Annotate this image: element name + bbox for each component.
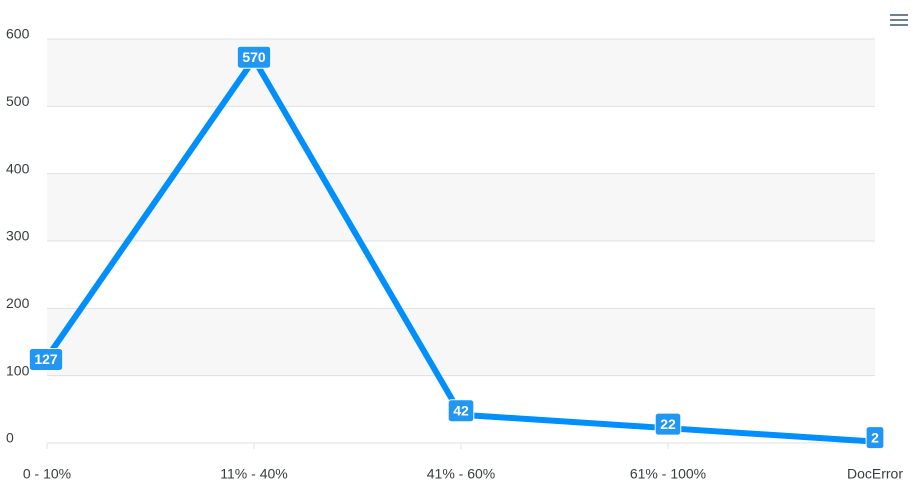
- band: [47, 39, 875, 107]
- data-label: 570: [236, 45, 272, 69]
- data-label-text: 570: [242, 49, 266, 65]
- data-label-box: [447, 399, 475, 423]
- y-tick-label: 300: [6, 228, 30, 244]
- data-label-box: [236, 45, 272, 69]
- data-label-box: [865, 426, 885, 450]
- menu-icon[interactable]: [890, 12, 908, 28]
- data-label: 2: [865, 426, 885, 450]
- y-tick-label: 400: [6, 160, 30, 176]
- x-tick-label: 41% - 60%: [427, 466, 495, 482]
- y-tick-label: 200: [6, 295, 30, 311]
- data-label-text: 2: [871, 429, 879, 445]
- data-label-text: 127: [34, 351, 58, 367]
- series-line: [44, 56, 876, 445]
- data-label-box: [28, 347, 64, 371]
- data-label-text: 22: [660, 416, 676, 432]
- band: [47, 308, 875, 376]
- band: [47, 173, 875, 241]
- y-tick-label: 500: [6, 93, 30, 109]
- plot-bands: [47, 39, 875, 376]
- data-label: 127: [28, 347, 64, 371]
- x-tick-label: DocError: [847, 466, 903, 482]
- y-tick-label: 0: [6, 430, 14, 446]
- y-tick-label: 100: [6, 362, 30, 378]
- x-tick-label: 11% - 40%: [220, 466, 287, 482]
- data-label: 22: [654, 412, 682, 436]
- x-tick-label: 0 - 10%: [23, 466, 71, 482]
- data-label-text: 42: [453, 402, 469, 418]
- data-label: 42: [447, 399, 475, 423]
- y-tick-label: 600: [6, 26, 30, 42]
- data-label-box: [654, 412, 682, 436]
- x-tick-label: 61% - 100%: [630, 466, 706, 482]
